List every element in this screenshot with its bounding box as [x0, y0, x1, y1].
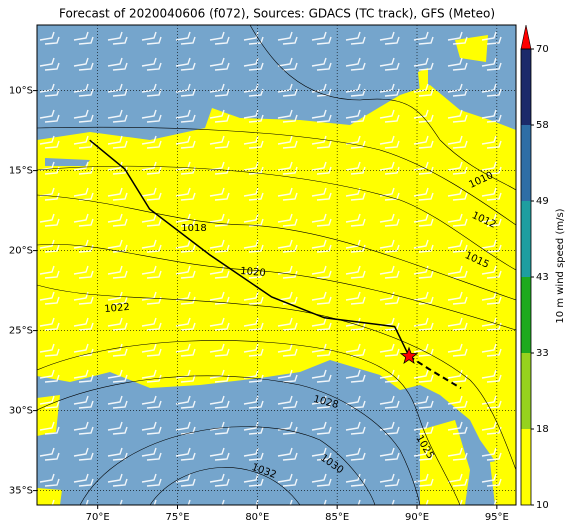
- y-tick-label: 20°S: [9, 246, 33, 257]
- colorbar-segment: [521, 277, 531, 353]
- x-tick-label: 95°E: [485, 512, 509, 523]
- x-tick-label: 75°E: [165, 512, 189, 523]
- isobar-label: 1018: [181, 223, 206, 234]
- colorbar-segment: [521, 201, 531, 277]
- colorbar-segment: [521, 429, 531, 505]
- colorbar-tick-label: 70: [536, 44, 549, 55]
- y-tick-label: 35°S: [9, 486, 33, 497]
- colorbar-extend: [520, 24, 532, 50]
- chart-title: Forecast of 2020040606 (f072), Sources: …: [59, 7, 495, 21]
- forecast-track: [408, 355, 462, 390]
- colorbar-segment: [521, 125, 531, 201]
- y-tick-label: 30°S: [9, 406, 33, 417]
- y-tick-label: 25°S: [9, 326, 33, 337]
- colorbar-tick-label: 33: [536, 348, 549, 359]
- x-tick-label: 90°E: [405, 512, 429, 523]
- colorbar-tick-label: 43: [536, 272, 549, 283]
- isobar-label: 1020: [240, 266, 266, 279]
- y-tick-label: 15°S: [9, 166, 33, 177]
- colorbar-label: 10 m wind speed (m/s): [555, 208, 566, 323]
- colorbar-segment: [521, 353, 531, 429]
- x-tick-label: 70°E: [86, 512, 110, 523]
- colorbar-segment: [521, 49, 531, 125]
- colorbar-tick-label: 18: [536, 424, 549, 435]
- map-frame: [36, 24, 517, 506]
- colorbar-tick-label: 49: [536, 196, 549, 207]
- x-tick-label: 85°E: [325, 512, 349, 523]
- storm-track: [89, 139, 410, 357]
- colorbar-tick-label: 58: [536, 120, 549, 131]
- y-tick-label: 10°S: [9, 86, 33, 97]
- x-tick-label: 80°E: [245, 512, 269, 523]
- isobar-label: 1022: [104, 302, 130, 315]
- storm-position: [399, 346, 419, 365]
- colorbar-tick-label: 10: [536, 500, 549, 511]
